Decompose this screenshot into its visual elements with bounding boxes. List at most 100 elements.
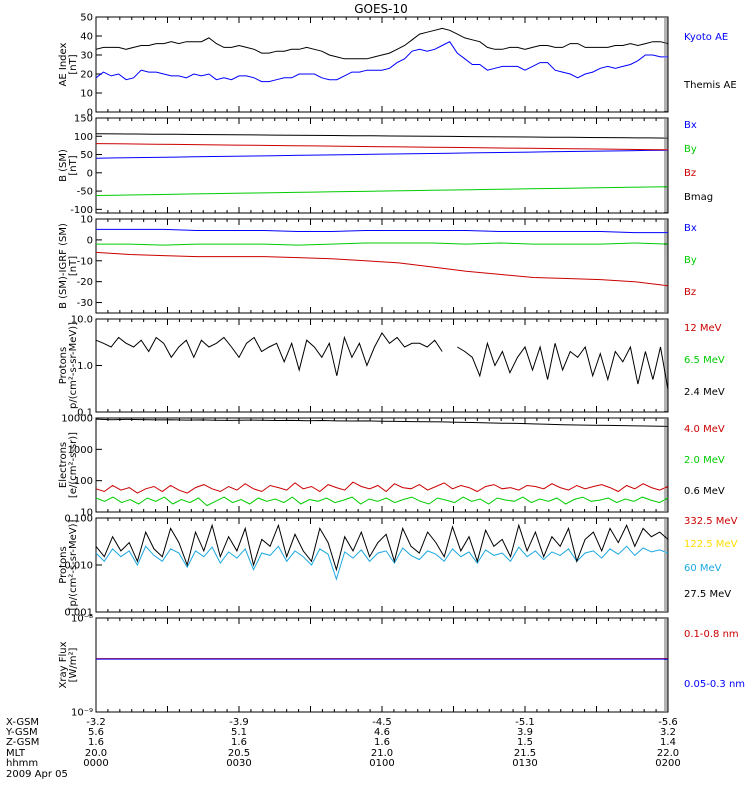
xaxis-row-label: Z-GSM [6, 737, 39, 748]
panel-ae [95, 16, 669, 113]
y-tick-label: 1000 [68, 445, 93, 456]
y-tick-label: 150 [74, 114, 93, 125]
y-tick-label: 10⁻⁸ [71, 614, 93, 625]
series-line-by [95, 186, 669, 196]
y-axis-unit: [nT] [68, 155, 79, 175]
xaxis-value: 21.5 [514, 748, 536, 759]
legend-0-05-0-3-nm: 0.05-0.3 nm [684, 679, 745, 690]
xaxis-value: 3.2 [660, 727, 676, 738]
series-line-bz [95, 143, 669, 151]
panel-protons_hi [95, 517, 669, 613]
legend-60-mev: 60 MeV [684, 563, 722, 574]
y-tick-label: 0.010 [64, 561, 93, 572]
series-line-by [96, 242, 669, 246]
legend-by: By [684, 144, 697, 155]
xaxis-value: 0000 [83, 758, 108, 769]
y-tick-label: -30 [77, 298, 93, 309]
panel-protons [95, 318, 669, 413]
y-axis-unit: p/(cm²-s-sr-MeV)] [68, 322, 79, 409]
xaxis-value: 0130 [512, 758, 537, 769]
xaxis-value: -3.2 [86, 717, 106, 728]
xaxis-row-label: MLT [6, 748, 26, 759]
xaxis-row-label: hhmm [6, 758, 38, 769]
panel-electrons [95, 417, 669, 513]
legend-by: By [684, 255, 697, 266]
legend-4-0-mev: 4.0 MeV [684, 424, 725, 435]
y-tick-label: 10.0 [71, 315, 93, 326]
y-tick-label: 100 [74, 476, 93, 487]
y-tick-label: -100 [70, 205, 93, 216]
xaxis-value: -4.5 [372, 717, 392, 728]
series-line-2-4-mev [95, 332, 669, 390]
legend-bx: Bx [684, 223, 697, 234]
y-tick-label: 50 [80, 150, 93, 161]
series-line-27-5-mev [95, 523, 669, 572]
legend-2-4-mev: 2.4 MeV [684, 387, 725, 398]
panel-bigrf [95, 218, 669, 314]
xaxis-value: 5.6 [88, 727, 104, 738]
legend-bmag: Bmag [684, 192, 713, 203]
y-tick-label: 0 [87, 235, 93, 246]
y-tick-label: 10000 [61, 414, 93, 425]
y-tick-label: -10 [77, 256, 93, 267]
y-tick-label: 0 [87, 168, 93, 179]
y-tick-label: 40 [80, 32, 93, 43]
xaxis-value: 21.0 [371, 748, 393, 759]
xaxis-value: 0200 [655, 758, 680, 769]
y-axis-label: Xray Flux [58, 641, 69, 688]
legend-0-6-mev: 0.6 MeV [684, 486, 725, 497]
y-axis-label: B (SM) [58, 149, 69, 182]
panel-frame [95, 16, 669, 113]
series-line-bx [96, 228, 668, 234]
xaxis-value: 22.0 [657, 748, 679, 759]
y-tick-label: 0.1 [77, 408, 93, 419]
y-tick-label: 0.001 [64, 608, 93, 619]
xaxis-value: 1.6 [231, 737, 247, 748]
legend-6-5-mev: 6.5 MeV [684, 355, 725, 366]
y-tick-label: 1.0 [77, 361, 93, 372]
series-line-0-6-mev [95, 418, 669, 427]
y-axis-unit: [e/(cm²-s-sr)] [68, 432, 79, 498]
y-axis-label: Protons [58, 347, 69, 384]
legend-bz: Bz [684, 168, 696, 179]
plot-date: 2009 Apr 05 [6, 769, 68, 780]
xaxis-value: -5.1 [515, 717, 535, 728]
y-tick-label: 20 [80, 70, 93, 81]
y-tick-label: 100 [74, 132, 93, 143]
y-axis-unit: [p/(cm²-s-sr-MeV)] [68, 519, 79, 610]
y-axis-unit: [W/m²] [68, 647, 79, 682]
y-tick-label: 10 [80, 508, 93, 519]
xaxis-value: 20.5 [228, 748, 250, 759]
panel-frame [95, 417, 669, 513]
y-tick-label: -50 [77, 187, 93, 198]
panel-frame [95, 617, 669, 713]
xaxis-value: 1.4 [660, 737, 676, 748]
y-axis-label: Protons [58, 546, 69, 583]
panel-bsm [95, 117, 669, 214]
series-line-60-mev [95, 545, 669, 581]
y-axis-unit: [nT] [68, 54, 79, 74]
xaxis-value: 1.6 [374, 737, 390, 748]
series-line-themis-ae [95, 27, 669, 60]
y-tick-label: 10 [80, 215, 93, 226]
y-tick-label: 10⁻⁹ [71, 708, 93, 719]
xaxis-value: 3.9 [517, 727, 533, 738]
xaxis-value: 5.1 [231, 727, 247, 738]
legend-332-5-mev: 332.5 MeV [684, 516, 738, 527]
panel-xray [95, 617, 669, 713]
panel-frame [95, 218, 669, 314]
xaxis-value: -5.6 [658, 717, 678, 728]
xaxis-row-label: X-GSM [6, 717, 39, 728]
panel-frame [95, 117, 669, 214]
legend-0-1-0-8-nm: 0.1-0.8 nm [684, 629, 739, 640]
xaxis-value: 1.5 [517, 737, 533, 748]
legend-bx: Bx [684, 120, 697, 131]
series-line-bz [95, 251, 669, 287]
y-tick-label: 0.100 [64, 514, 93, 525]
legend-kyoto-ae: Kyoto AE [684, 32, 728, 43]
xaxis-value: 20.0 [85, 748, 107, 759]
y-tick-label: 30 [80, 51, 93, 62]
y-axis-label: Electrons [58, 442, 69, 488]
y-tick-label: 0 [87, 108, 93, 119]
xaxis-row-label: Y-GSM [5, 727, 38, 738]
